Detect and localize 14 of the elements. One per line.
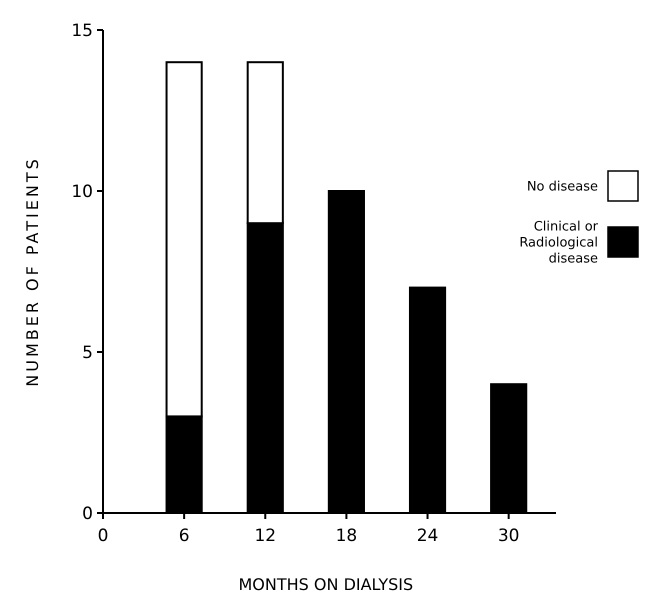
y-axis-title: NUMBER OF PATIENTS (23, 156, 42, 387)
x-tick-label: 12 (254, 526, 276, 546)
y-tick-label: 5 (82, 342, 93, 363)
y-tick-label: 0 (82, 504, 93, 524)
y-tick-label: 15 (71, 20, 93, 41)
x-tick-label: 0 (98, 526, 108, 546)
y-tick-label: 10 (71, 182, 93, 202)
x-tick-label: 18 (336, 526, 358, 546)
x-axis-title: MONTHS ON DIALYSIS (238, 575, 414, 594)
x-tick-label: 6 (178, 526, 190, 546)
x-tick-label: 24 (416, 526, 438, 546)
x-tick-label: 30 (498, 526, 520, 546)
legend-label: Clinical or Radiological disease (519, 220, 599, 267)
legend-label: No disease (526, 180, 598, 195)
